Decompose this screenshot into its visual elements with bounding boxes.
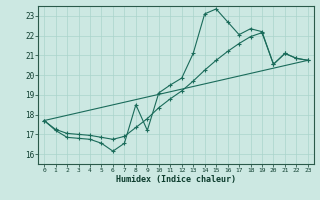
X-axis label: Humidex (Indice chaleur): Humidex (Indice chaleur) — [116, 175, 236, 184]
